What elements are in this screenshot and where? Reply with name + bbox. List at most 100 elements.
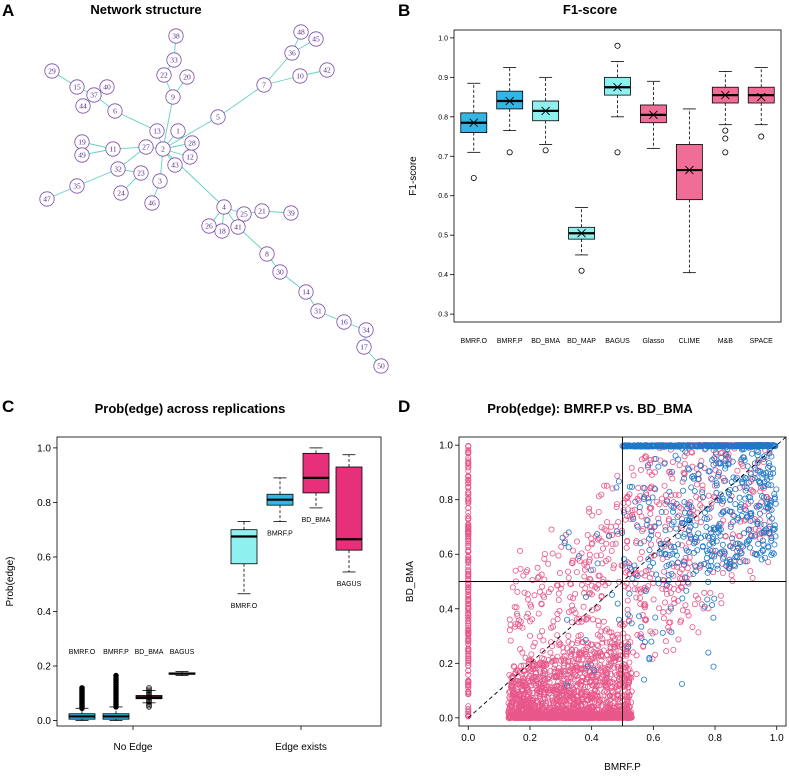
point-edge: [772, 533, 779, 540]
outlier-point: [146, 704, 152, 710]
point-no-edge: [526, 632, 533, 639]
point-no-edge: [667, 590, 674, 597]
point-edge: [738, 501, 745, 508]
point-no-edge: [631, 506, 638, 513]
point-no-edge: [570, 547, 577, 554]
point-no-edge: [575, 702, 582, 709]
network-node: [138, 139, 154, 155]
point-no-edge: [695, 595, 702, 602]
point-edge: [652, 455, 659, 462]
network-node: [292, 68, 308, 84]
point-no-edge: [663, 582, 670, 589]
point-no-edge: [652, 651, 659, 658]
point-edge: [737, 559, 744, 566]
point-edge: [691, 488, 698, 495]
point-no-edge: [610, 694, 617, 701]
point-no-edge: [465, 505, 472, 512]
point-no-edge: [586, 551, 593, 558]
point-no-edge: [696, 495, 703, 502]
y-tick-label: 0.4: [439, 604, 453, 615]
point-no-edge: [637, 601, 644, 608]
point-no-edge: [515, 707, 522, 714]
point-edge: [690, 570, 697, 577]
point-edge: [771, 522, 778, 529]
point-no-edge: [560, 649, 567, 656]
network-node-label: 26: [205, 222, 213, 231]
point-no-edge: [735, 533, 742, 540]
point-no-edge: [697, 519, 704, 526]
point-edge: [742, 495, 749, 502]
point-edge: [655, 519, 662, 526]
point-no-edge: [670, 502, 677, 509]
point-no-edge: [526, 666, 533, 673]
point-no-edge: [510, 714, 517, 721]
point-edge: [752, 532, 759, 539]
point-edge: [638, 623, 645, 630]
point-edge: [710, 540, 717, 547]
network-node-label: 48: [297, 28, 305, 37]
point-edge: [745, 442, 752, 449]
point-no-edge: [550, 658, 557, 665]
point-edge: [605, 533, 612, 540]
point-edge: [697, 462, 704, 469]
point-edge: [730, 562, 737, 569]
network-node-label: 17: [360, 343, 368, 352]
point-no-edge: [531, 703, 538, 710]
point-no-edge: [577, 632, 584, 639]
point-edge: [637, 540, 644, 547]
point-no-edge: [607, 649, 614, 656]
point-no-edge: [645, 495, 652, 502]
network-node: [99, 79, 115, 95]
point-no-edge: [682, 602, 689, 609]
point-edge: [576, 553, 583, 560]
point-edge: [751, 460, 758, 467]
point-edge: [716, 520, 723, 527]
point-no-edge: [568, 665, 575, 672]
point-no-edge: [567, 652, 574, 659]
outlier-point: [470, 174, 477, 181]
point-edge: [755, 448, 762, 455]
point-no-edge: [628, 688, 635, 695]
point-no-edge: [624, 606, 631, 613]
point-no-edge: [699, 482, 706, 489]
point-no-edge: [524, 610, 531, 617]
mean-marker: [541, 106, 550, 116]
point-edge: [733, 552, 740, 559]
point-no-edge: [603, 527, 610, 534]
point-edge: [684, 579, 691, 586]
point-no-edge: [618, 713, 625, 720]
point-edge: [675, 456, 682, 463]
point-no-edge: [581, 669, 588, 676]
point-no-edge: [598, 657, 605, 664]
category-label: BAGUS: [605, 338, 630, 345]
point-no-edge: [638, 549, 645, 556]
point-edge: [722, 444, 729, 451]
point-edge: [662, 551, 669, 558]
point-no-edge: [529, 665, 536, 672]
point-no-edge: [691, 601, 698, 608]
outlier-point: [79, 685, 85, 691]
point-edge: [658, 550, 665, 557]
point-no-edge: [465, 540, 472, 547]
category-label: CLIME: [679, 338, 701, 345]
category-label: SPACE: [750, 338, 774, 345]
point-no-edge: [588, 690, 595, 697]
point-edge: [652, 486, 659, 493]
point-no-edge: [603, 482, 610, 489]
network-node-label: 9: [171, 93, 175, 102]
box-label: BD_BMA: [135, 649, 164, 656]
point-no-edge: [607, 643, 614, 650]
point-edge: [714, 473, 721, 480]
point-no-edge: [569, 695, 576, 702]
point-no-edge: [516, 681, 523, 688]
point-no-edge: [590, 666, 597, 673]
y-tick-label: 0.6: [439, 550, 453, 561]
outlier-point: [578, 267, 585, 274]
point-edge: [692, 538, 699, 545]
point-no-edge: [586, 508, 593, 515]
point-no-edge: [465, 601, 472, 608]
point-no-edge: [752, 526, 759, 533]
point-no-edge: [552, 672, 559, 679]
point-no-edge: [607, 692, 614, 699]
y-tick-label: 0.2: [439, 659, 453, 670]
